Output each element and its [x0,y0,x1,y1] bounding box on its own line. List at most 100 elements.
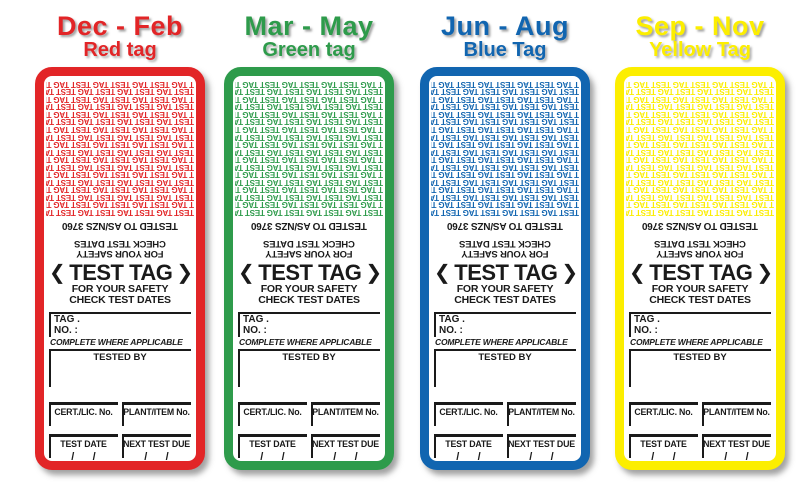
tag-label: TAG . [634,314,660,325]
pattern-row: TEST TAG TEST TAG TEST TAG TEST TAG TEST… [431,124,579,134]
tested-by-field: TESTED BY [49,349,191,396]
safety-flipped-line-1: FOR YOUR SAFETY [76,248,164,259]
tag-no-field: TAG . NO. : [49,312,191,337]
safety-line-2: CHECK TEST DATES [649,294,751,306]
test-tag-title-text: TEST TAG [649,260,753,285]
safety-note-flipped: FOR YOUR SAFETY CHECK TEST DATES [434,239,576,260]
tag-column-yellow: Sep - Nov Yellow Tag TEST TAG TEST TAG T… [614,12,786,470]
right-angle-bracket-icon: ❯ [756,260,773,284]
plant-item-field: PLANT/ITEM No. [507,402,576,432]
safety-note-flipped: FOR YOUR SAFETY CHECK TEST DATES [629,239,771,260]
pattern-row: TEST TAG TEST TAG TEST TAG TEST TAG TEST… [626,94,774,104]
pattern-row: TEST TAG TEST TAG TEST TAG TEST TAG TEST… [235,200,383,210]
cert-lic-label: CERT./LIC. No. [634,407,693,417]
pattern-row: TEST TAG TEST TAG TEST TAG TEST TAG TEST… [46,177,194,187]
tested-by-label: TESTED BY [478,352,532,363]
test-tag-title-text: TEST TAG [258,260,362,285]
pattern-row: TEST TAG TEST TAG TEST TAG TEST TAG TEST… [235,87,383,97]
test-tag-pattern: TEST TAG TEST TAG TEST TAG TEST TAG TEST… [626,78,774,216]
test-tag-pattern: TEST TAG TEST TAG TEST TAG TEST TAG TEST… [235,78,383,216]
pattern-row: TEST TAG TEST TAG TEST TAG TEST TAG TEST… [46,200,194,210]
pattern-row: TEST TAG TEST TAG TEST TAG TEST TAG TEST… [431,94,579,104]
test-tag-title-text: TEST TAG [454,260,558,285]
pattern-row: TEST TAG TEST TAG TEST TAG TEST TAG TEST… [46,155,194,165]
complete-note: COMPLETE WHERE APPLICABLE [630,337,763,347]
safety-line-2: CHECK TEST DATES [454,294,556,306]
tag-label: TAG . [439,314,465,325]
pattern-row: TEST TAG TEST TAG TEST TAG TEST TAG TEST… [626,208,774,216]
blue-test-tag: TEST TAG TEST TAG TEST TAG TEST TAG TEST… [420,67,590,470]
plant-item-field: PLANT/ITEM No. [122,402,191,432]
tested-by-label: TESTED BY [282,352,336,363]
tag-no-field: TAG . NO. : [434,312,576,337]
season-range-label: Dec - Feb [56,11,184,41]
date-row: TEST DATE / / NEXT TEST DUE / / [434,434,576,461]
pattern-row: TEST TAG TEST TAG TEST TAG TEST TAG TEST… [626,140,774,150]
pattern-row: TEST TAG TEST TAG TEST TAG TEST TAG TEST… [235,124,383,134]
pattern-row: TEST TAG TEST TAG TEST TAG TEST TAG TEST… [431,155,579,165]
pattern-row: TEST TAG TEST TAG TEST TAG TEST TAG TEST… [46,94,194,104]
tag-color-label: Green tag [262,39,356,61]
tag-no-field: TAG . NO. : [629,312,771,337]
test-date-slashes: / / [260,451,285,463]
pattern-row: TEST TAG TEST TAG TEST TAG TEST TAG TEST… [431,109,579,119]
tag-color-label: Yellow Tag [649,39,751,61]
pattern-row: TEST TAG TEST TAG TEST TAG TEST TAG TEST… [626,87,774,97]
pattern-row: TEST TAG TEST TAG TEST TAG TEST TAG TEST… [431,117,579,127]
plant-item-label: PLANT/ITEM No. [508,407,575,417]
yellow-header: Sep - Nov Yellow Tag [614,12,786,61]
tag-column-blue: Jun - Aug Blue Tag TEST TAG TEST TAG TES… [419,12,591,470]
tag-color-label: Red tag [83,39,157,61]
pattern-row: TEST TAG TEST TAG TEST TAG TEST TAG TEST… [431,79,579,89]
safety-line-1: FOR YOUR SAFETY [71,283,169,295]
pattern-row: TEST TAG TEST TAG TEST TAG TEST TAG TEST… [235,117,383,127]
pattern-row: TEST TAG TEST TAG TEST TAG TEST TAG TEST… [626,79,774,89]
test-tag-title: ❮ TEST TAG ❯ [629,260,773,285]
test-date-field: TEST DATE / / [629,434,698,461]
pattern-row: TEST TAG TEST TAG TEST TAG TEST TAG TEST… [46,117,194,127]
test-tag-title: ❮ TEST TAG ❯ [238,260,382,285]
red-test-tag: TEST TAG TEST TAG TEST TAG TEST TAG TEST… [35,67,205,470]
pattern-row: TEST TAG TEST TAG TEST TAG TEST TAG TEST… [431,177,579,187]
cert-plant-row: CERT./LIC. No. PLANT/ITEM No. [629,402,771,432]
pattern-row: TEST TAG TEST TAG TEST TAG TEST TAG TEST… [431,162,579,172]
tag-color-label: Blue Tag [463,39,547,61]
pattern-row: TEST TAG TEST TAG TEST TAG TEST TAG TEST… [431,147,579,157]
pattern-row: TEST TAG TEST TAG TEST TAG TEST TAG TEST… [431,170,579,180]
pattern-row: TEST TAG TEST TAG TEST TAG TEST TAG TEST… [431,192,579,202]
pattern-row: TEST TAG TEST TAG TEST TAG TEST TAG TEST… [235,177,383,187]
cert-lic-field: CERT./LIC. No. [434,402,503,432]
tested-by-label: TESTED BY [93,352,147,363]
cert-lic-field: CERT./LIC. No. [238,402,307,432]
pattern-row: TEST TAG TEST TAG TEST TAG TEST TAG TEST… [235,185,383,195]
plant-item-field: PLANT/ITEM No. [702,402,771,432]
cert-lic-field: CERT./LIC. No. [49,402,118,432]
pattern-row: TEST TAG TEST TAG TEST TAG TEST TAG TEST… [235,208,383,216]
date-row: TEST DATE / / NEXT TEST DUE / / [238,434,380,463]
tested-to-standard-flipped: TESTED TO AS/NZS 3760 [251,220,367,231]
pattern-row: TEST TAG TEST TAG TEST TAG TEST TAG TEST… [235,94,383,104]
next-test-due-label: NEXT TEST DUE [508,439,575,449]
tested-by-field: TESTED BY [238,349,380,396]
no-label: NO. : [634,324,658,336]
season-range-label: Sep - Nov [635,11,765,41]
pattern-row: TEST TAG TEST TAG TEST TAG TEST TAG TEST… [46,192,194,202]
tested-by-field: TESTED BY [434,349,576,396]
green-test-tag: TEST TAG TEST TAG TEST TAG TEST TAG TEST… [224,67,394,470]
plant-item-label: PLANT/ITEM No. [123,407,190,417]
pattern-row: TEST TAG TEST TAG TEST TAG TEST TAG TEST… [46,109,194,119]
cert-lic-label: CERT./LIC. No. [439,407,498,417]
cert-lic-label: CERT./LIC. No. [243,407,302,417]
tag-label: TAG . [243,314,269,325]
test-date-label: TEST DATE [249,439,296,449]
pattern-row: TEST TAG TEST TAG TEST TAG TEST TAG TEST… [626,170,774,180]
test-date-label: TEST DATE [445,439,492,449]
pattern-row: TEST TAG TEST TAG TEST TAG TEST TAG TEST… [626,109,774,119]
test-date-field: TEST DATE / / [238,434,307,463]
pattern-row: TEST TAG TEST TAG TEST TAG TEST TAG TEST… [235,155,383,165]
pattern-row: TEST TAG TEST TAG TEST TAG TEST TAG TEST… [431,102,579,112]
cert-plant-row: CERT./LIC. No. PLANT/ITEM No. [238,402,380,432]
safety-line-2: CHECK TEST DATES [258,294,360,306]
pattern-row: TEST TAG TEST TAG TEST TAG TEST TAG TEST… [235,102,383,112]
pattern-row: TEST TAG TEST TAG TEST TAG TEST TAG TEST… [46,132,194,142]
